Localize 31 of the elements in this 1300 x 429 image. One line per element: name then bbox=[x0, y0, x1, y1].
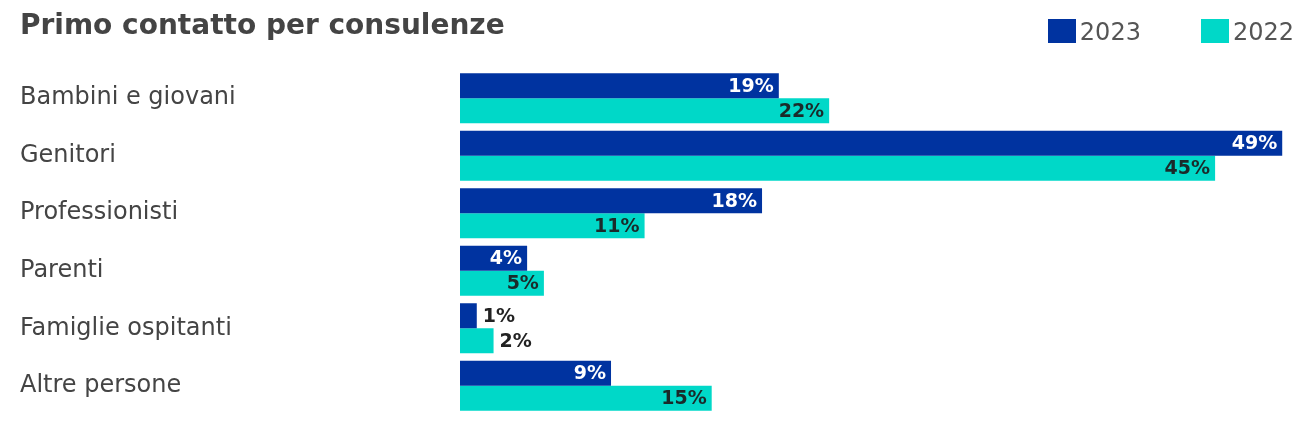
data-label: 9% bbox=[573, 361, 607, 384]
bar bbox=[460, 213, 645, 239]
data-label: 2% bbox=[499, 328, 532, 351]
data-label: 18% bbox=[711, 188, 758, 211]
data-label: 1% bbox=[482, 303, 516, 326]
legend-label: 2022 bbox=[1231, 18, 1294, 46]
y-tick-label: Altre persone bbox=[20, 370, 182, 399]
data-label: 11% bbox=[594, 213, 640, 236]
y-tick-label: Professionisti bbox=[20, 197, 179, 226]
y-tick-label: Famiglie ospitanti bbox=[20, 312, 232, 341]
bar bbox=[460, 155, 1216, 181]
data-label: 45% bbox=[1164, 156, 1211, 179]
y-tick-label: Bambini e giovani bbox=[20, 82, 236, 111]
bar bbox=[460, 98, 830, 124]
y-tick-label: Parenti bbox=[20, 255, 104, 283]
bar bbox=[460, 328, 494, 354]
data-label: 22% bbox=[778, 98, 825, 121]
bar bbox=[460, 188, 763, 214]
data-label: 15% bbox=[661, 386, 707, 409]
bar bbox=[460, 73, 779, 99]
y-tick-label: Genitori bbox=[20, 139, 116, 168]
legend-label: 2023 bbox=[1078, 18, 1141, 46]
chart-title: Primo contatto per consulenze bbox=[20, 8, 505, 41]
bar bbox=[460, 385, 712, 411]
bar bbox=[460, 303, 477, 329]
bar bbox=[460, 360, 612, 386]
data-label: 4% bbox=[489, 246, 523, 269]
data-label: 5% bbox=[506, 271, 539, 294]
data-label: 19% bbox=[728, 73, 774, 96]
bar bbox=[460, 130, 1283, 156]
data-label: 49% bbox=[1231, 131, 1278, 154]
